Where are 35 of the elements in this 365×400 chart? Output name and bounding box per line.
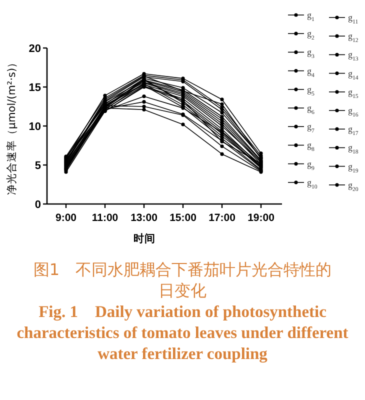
legend-label: g$_{19}$	[348, 161, 358, 174]
x-tick-label: 19:00	[248, 212, 275, 224]
legend-label: g$_{1}$	[307, 10, 314, 23]
legend-label: g$_{12}$	[348, 31, 358, 44]
legend-label: g$_{13}$	[348, 50, 358, 63]
x-tick-label: 9:00	[55, 212, 77, 224]
legend-label: g$_{3}$	[307, 47, 314, 60]
y-tick-label: 20	[28, 43, 41, 55]
legend-label: g$_{10}$	[307, 177, 318, 190]
x-tick-label: 17:00	[208, 212, 236, 224]
legend-label: g$_{15}$	[348, 86, 358, 100]
legend-label: g$_{18}$	[348, 142, 358, 156]
legend-label: g$_{16}$	[348, 106, 358, 118]
y-axis-title: 净光合速率（μmol/(m²·s)）	[5, 56, 18, 196]
legend-label: g$_{8}$	[307, 140, 314, 154]
legend-label: g$_{7}$	[307, 122, 314, 135]
x-tick-label: 11:00	[92, 212, 118, 224]
legend-label: g$_{9}$	[307, 158, 314, 172]
x-tick-label: 15:00	[170, 212, 197, 224]
legend-label: g$_{4}$	[307, 66, 314, 79]
y-tick-label: 10	[28, 121, 41, 133]
text: Fig. 1 Daily variation of photosynthetic characteristics of tomato leaves under different water fertilizer coupling	[16, 301, 350, 364]
legend-label: g$_{6}$	[307, 103, 314, 116]
x-axis-title: 时间	[134, 232, 156, 245]
legend-label: g$_{17}$	[348, 124, 358, 138]
x-tick-label: 13:00	[130, 212, 158, 224]
y-tick-label: 5	[34, 160, 41, 172]
legend-label: g$_{5}$	[307, 84, 314, 98]
legend-label: g$_{2}$	[307, 28, 314, 42]
y-tick-label: 15	[28, 82, 41, 94]
legend-label: g$_{11}$	[348, 12, 358, 26]
legend-label: g$_{20}$	[348, 180, 358, 193]
y-tick-label: 0	[34, 199, 41, 211]
text: 图1 不同水肥耦合下番茄叶片光合特性的日变化	[32, 259, 332, 301]
legend-label: g$_{14}$	[348, 68, 358, 82]
